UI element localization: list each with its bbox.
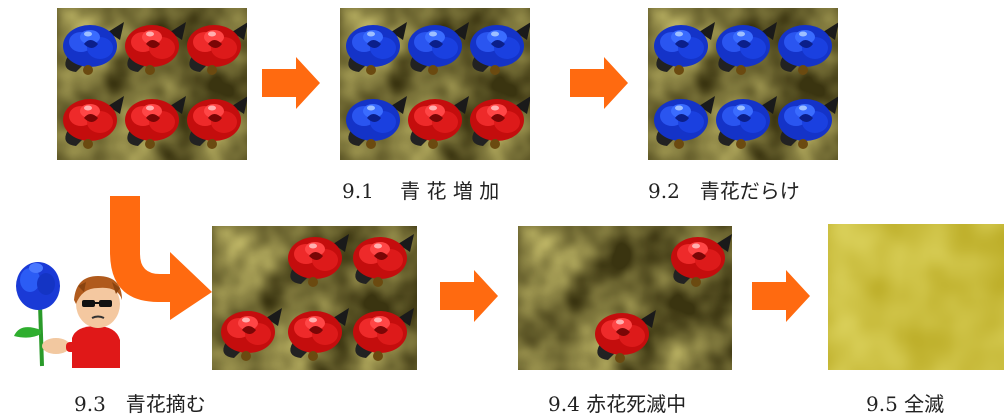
caption-9-5: 9.5 全滅 [866, 392, 945, 416]
person-with-sunglasses-icon [0, 260, 126, 368]
panel-all-blue [648, 8, 838, 160]
arrow-right-icon [262, 57, 322, 115]
panel-blue-picked [212, 226, 417, 370]
arrow-right-icon [440, 270, 500, 328]
caption-9-4: 9.4 赤花死滅中 [548, 392, 687, 416]
caption-9-3: 9.3 青花摘む [74, 392, 206, 416]
caption-9-1: 9.1 青 花 増 加 [342, 179, 500, 203]
curved-arrow-icon [100, 196, 218, 328]
caption-9-2: 9.2 青花だらけ [648, 179, 800, 203]
panel-initial [57, 8, 247, 160]
arrow-right-icon [570, 57, 630, 115]
panel-blue-increase [340, 8, 530, 160]
arrow-right-icon [752, 270, 812, 328]
panel-red-dying [518, 226, 732, 370]
panel-extinct [828, 224, 1004, 370]
